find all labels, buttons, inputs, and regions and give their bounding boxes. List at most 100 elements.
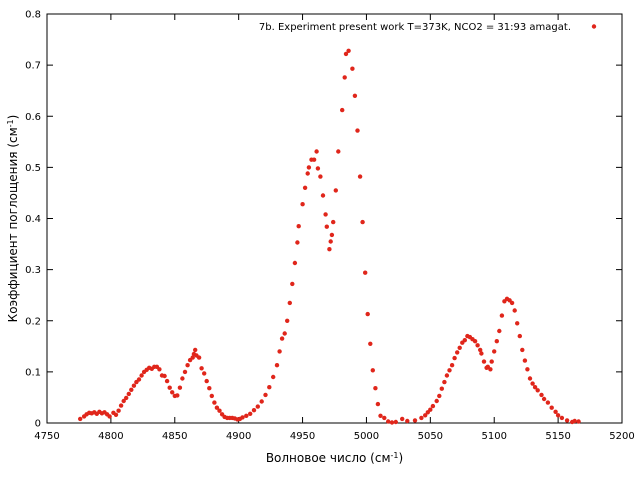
data-point — [217, 408, 222, 413]
data-point — [350, 66, 355, 71]
data-point — [162, 373, 167, 379]
x-axis-title-end: ) — [398, 451, 403, 465]
data-point — [271, 374, 276, 380]
data-point — [481, 359, 487, 364]
data-point — [340, 107, 345, 113]
data-point — [530, 381, 535, 386]
data-point — [449, 363, 455, 368]
data-point — [520, 347, 525, 353]
data-point — [323, 212, 328, 217]
y-tick-label: 0.6 — [25, 112, 41, 123]
data-point — [126, 391, 131, 397]
data-point — [489, 359, 494, 364]
data-point — [285, 318, 290, 323]
data-point — [368, 341, 373, 346]
data-point — [328, 239, 333, 244]
data-point — [343, 51, 349, 57]
data-point — [136, 377, 142, 382]
data-point — [118, 403, 124, 408]
data-point — [267, 385, 272, 390]
data-point — [576, 419, 581, 424]
data-point — [499, 313, 505, 318]
data-point — [306, 165, 312, 170]
data-point — [378, 413, 383, 418]
data-point — [190, 355, 195, 360]
data-point — [363, 270, 368, 275]
x-tick-label: 4750 — [34, 431, 59, 442]
data-point — [430, 403, 436, 409]
data-point — [400, 416, 405, 422]
y-axis-title-end: ) — [6, 115, 20, 120]
data-point — [244, 413, 249, 418]
data-point — [185, 363, 190, 368]
data-point — [292, 260, 298, 266]
y-tick-label: 0.4 — [25, 214, 41, 225]
data-point — [555, 413, 561, 418]
data-point — [180, 376, 185, 381]
data-point — [327, 247, 332, 252]
data-point — [331, 219, 336, 225]
y-tick-label: 0.3 — [25, 265, 41, 276]
data-point — [527, 376, 533, 381]
data-point — [302, 185, 308, 190]
data-point — [373, 386, 378, 391]
x-tick-label: 5000 — [354, 431, 379, 442]
data-point — [412, 418, 418, 423]
data-point — [375, 401, 381, 407]
data-point — [320, 193, 326, 198]
data-point — [488, 367, 493, 372]
data-point — [182, 369, 188, 375]
data-point — [214, 405, 220, 410]
data-point — [131, 383, 137, 388]
x-tick-label: 4950 — [290, 431, 315, 442]
data-point — [475, 343, 480, 348]
data-point — [121, 398, 126, 404]
data-point — [277, 349, 282, 354]
data-point — [512, 308, 517, 313]
data-point — [329, 232, 335, 238]
data-point — [305, 171, 310, 176]
y-tick-label: 0.1 — [25, 367, 41, 378]
data-point — [545, 400, 551, 405]
y-axis-title: Коэффициент поглощения (см-1) — [6, 115, 21, 323]
data-point — [462, 338, 467, 343]
y-tick-label: 0.7 — [25, 61, 41, 72]
data-point — [478, 347, 483, 353]
x-tick-label: 5050 — [418, 431, 443, 442]
y-tick-label: 0.2 — [25, 316, 41, 327]
data-point — [113, 412, 119, 417]
data-point — [259, 399, 264, 404]
data-point — [472, 339, 478, 344]
data-point — [177, 385, 183, 390]
data-point — [287, 300, 292, 306]
x-tick-label: 5200 — [609, 431, 634, 442]
y-tick-label: 0 — [35, 419, 41, 430]
y-axis-title-sup: -1 — [6, 119, 15, 127]
data-point — [437, 393, 442, 399]
data-point — [419, 415, 424, 421]
data-point — [324, 224, 329, 229]
data-point — [535, 388, 540, 393]
data-point — [515, 321, 520, 326]
x-tick-label: 4850 — [162, 431, 187, 442]
data-point — [497, 328, 502, 334]
data-point — [251, 408, 257, 413]
x-axis-title-sup: -1 — [391, 451, 399, 460]
data-point — [107, 414, 112, 419]
data-point — [318, 174, 323, 179]
data-point — [479, 351, 484, 356]
data-point — [457, 345, 462, 350]
x-tick-label: 5100 — [481, 431, 506, 442]
data-point — [393, 419, 398, 425]
x-tick-label: 4800 — [98, 431, 123, 442]
data-point — [492, 349, 497, 354]
data-point — [139, 373, 144, 378]
data-point — [522, 358, 528, 363]
data-point — [439, 386, 444, 391]
data-point — [78, 416, 83, 422]
data-point — [157, 367, 162, 372]
data-point — [365, 311, 370, 317]
data-point — [336, 149, 341, 154]
data-point — [164, 378, 170, 384]
